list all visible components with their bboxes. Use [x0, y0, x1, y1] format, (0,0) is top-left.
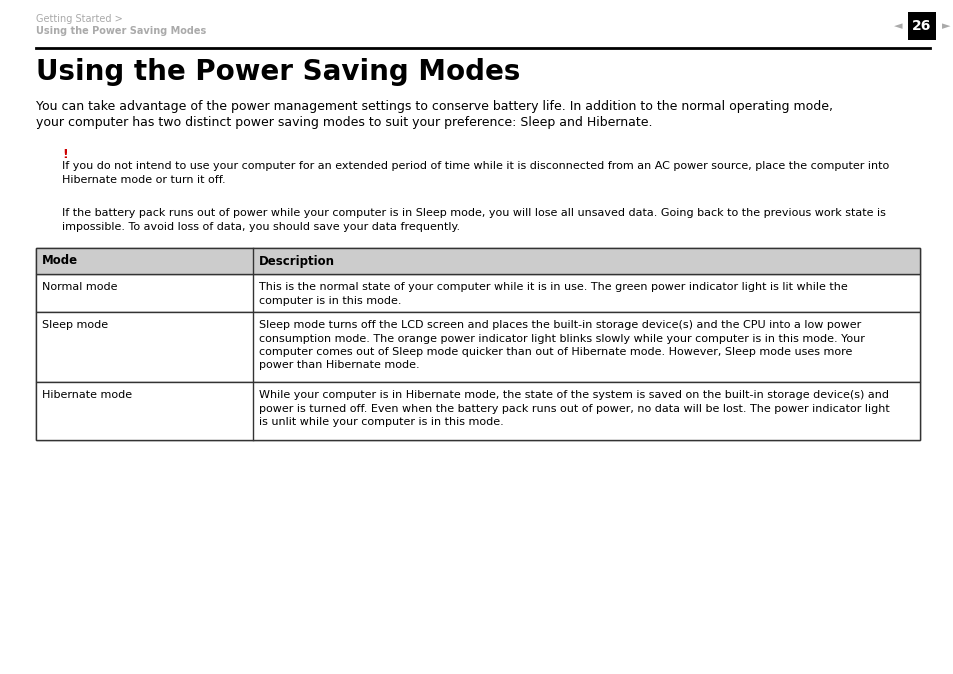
Text: is unlit while your computer is in this mode.: is unlit while your computer is in this …	[258, 417, 503, 427]
Text: This is the normal state of your computer while it is in use. The green power in: This is the normal state of your compute…	[258, 282, 846, 292]
Text: ►: ►	[941, 21, 949, 31]
Text: ◄: ◄	[893, 21, 902, 31]
Text: impossible. To avoid loss of data, you should save your data frequently.: impossible. To avoid loss of data, you s…	[62, 222, 459, 232]
Text: power is turned off. Even when the battery pack runs out of power, no data will : power is turned off. Even when the batte…	[258, 404, 888, 414]
Text: Mode: Mode	[42, 255, 78, 268]
Text: Sleep mode turns off the LCD screen and places the built-in storage device(s) an: Sleep mode turns off the LCD screen and …	[258, 320, 860, 330]
Text: consumption mode. The orange power indicator light blinks slowly while your comp: consumption mode. The orange power indic…	[258, 334, 863, 344]
Text: If the battery pack runs out of power while your computer is in Sleep mode, you : If the battery pack runs out of power wh…	[62, 208, 885, 218]
Text: computer comes out of Sleep mode quicker than out of Hibernate mode. However, Sl: computer comes out of Sleep mode quicker…	[258, 347, 851, 357]
Text: power than Hibernate mode.: power than Hibernate mode.	[258, 361, 418, 371]
FancyBboxPatch shape	[907, 12, 935, 40]
Text: You can take advantage of the power management settings to conserve battery life: You can take advantage of the power mana…	[36, 100, 832, 113]
Text: Normal mode: Normal mode	[42, 282, 117, 292]
Text: Hibernate mode or turn it off.: Hibernate mode or turn it off.	[62, 175, 226, 185]
Text: Sleep mode: Sleep mode	[42, 320, 108, 330]
FancyBboxPatch shape	[36, 382, 919, 440]
Text: !: !	[62, 148, 68, 161]
FancyBboxPatch shape	[36, 248, 919, 440]
Text: Using the Power Saving Modes: Using the Power Saving Modes	[36, 58, 519, 86]
Text: Hibernate mode: Hibernate mode	[42, 390, 132, 400]
Text: 26: 26	[911, 19, 931, 33]
Text: computer is in this mode.: computer is in this mode.	[258, 295, 400, 305]
FancyBboxPatch shape	[36, 312, 919, 382]
Text: Using the Power Saving Modes: Using the Power Saving Modes	[36, 26, 206, 36]
Text: Description: Description	[258, 255, 335, 268]
Text: If you do not intend to use your computer for an extended period of time while i: If you do not intend to use your compute…	[62, 161, 888, 171]
Text: your computer has two distinct power saving modes to suit your preference: Sleep: your computer has two distinct power sav…	[36, 116, 652, 129]
FancyBboxPatch shape	[36, 248, 919, 274]
Text: Getting Started >: Getting Started >	[36, 14, 123, 24]
FancyBboxPatch shape	[36, 274, 919, 312]
Text: While your computer is in Hibernate mode, the state of the system is saved on th: While your computer is in Hibernate mode…	[258, 390, 887, 400]
